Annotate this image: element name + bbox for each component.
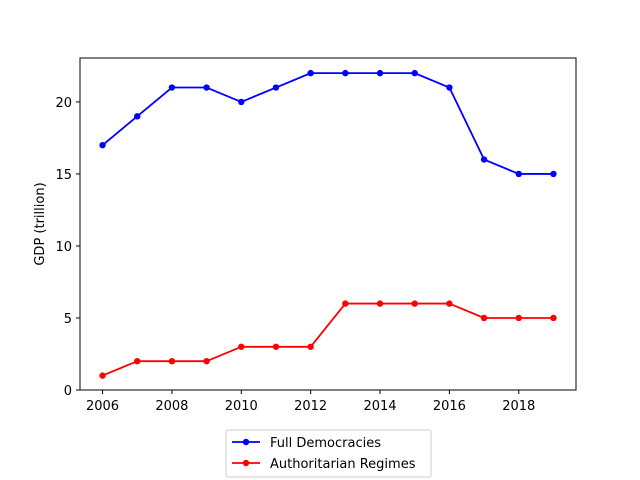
data-point <box>168 357 176 365</box>
data-point <box>342 300 349 307</box>
data-point <box>480 156 488 163</box>
data-point <box>515 170 522 178</box>
data-point <box>134 113 141 120</box>
legend-marker-full-democracies <box>242 438 250 446</box>
data-point <box>99 372 106 379</box>
x-tick-label: 2012 <box>294 399 327 414</box>
data-point <box>446 300 453 307</box>
plot-frame <box>79 57 577 391</box>
series-line-authoritarian-regimes <box>102 302 554 377</box>
x-tick-label: 2016 <box>433 399 466 414</box>
data-point <box>446 84 453 91</box>
data-point <box>272 343 280 350</box>
legend-label-authoritarian-regimes: Authoritarian Regimes <box>270 457 416 472</box>
data-point <box>238 98 245 106</box>
x-tick-label: 2014 <box>363 399 396 414</box>
y-tick-label: 10 <box>55 240 72 255</box>
data-point <box>550 170 557 178</box>
data-point <box>376 300 384 307</box>
plot-area <box>80 58 576 390</box>
x-tick-label: 2010 <box>225 399 258 414</box>
legend-box <box>225 429 432 478</box>
data-point <box>480 314 488 322</box>
data-point <box>376 69 384 77</box>
x-tick-label: 2018 <box>502 399 535 414</box>
data-point <box>550 314 557 322</box>
data-point <box>203 84 210 91</box>
legend: Full Democracies Authoritarian Regimes <box>225 429 432 478</box>
series-line-full-democracies <box>101 72 554 175</box>
data-point <box>99 141 106 149</box>
y-tick-label: 0 <box>64 384 72 399</box>
data-point <box>238 343 245 350</box>
data-point <box>307 69 314 77</box>
data-point <box>203 357 210 365</box>
y-tick-label: 15 <box>55 168 72 183</box>
data-point <box>134 357 141 365</box>
data-point <box>411 300 418 307</box>
legend-marker-authoritarian-regimes <box>242 459 250 467</box>
data-point <box>411 69 418 77</box>
series-layer <box>99 69 557 379</box>
data-point <box>515 314 522 322</box>
data-point <box>342 69 349 77</box>
x-tick-label: 2008 <box>155 399 188 414</box>
legend-label-full-democracies: Full Democracies <box>270 436 381 451</box>
series-full-democracies <box>99 69 557 178</box>
data-point <box>272 84 280 91</box>
y-axis: 0 5 10 15 20 <box>55 96 80 399</box>
series-authoritarian-regimes <box>99 300 557 379</box>
y-tick-label: 20 <box>55 96 72 111</box>
x-axis: 2006 2008 2010 2012 2014 2016 2018 <box>86 390 535 414</box>
y-tick-label: 5 <box>64 312 72 327</box>
data-point <box>168 84 176 91</box>
y-axis-label: GDP (trillion) <box>33 182 48 265</box>
x-tick-label: 2006 <box>86 399 119 414</box>
data-point <box>307 343 314 350</box>
